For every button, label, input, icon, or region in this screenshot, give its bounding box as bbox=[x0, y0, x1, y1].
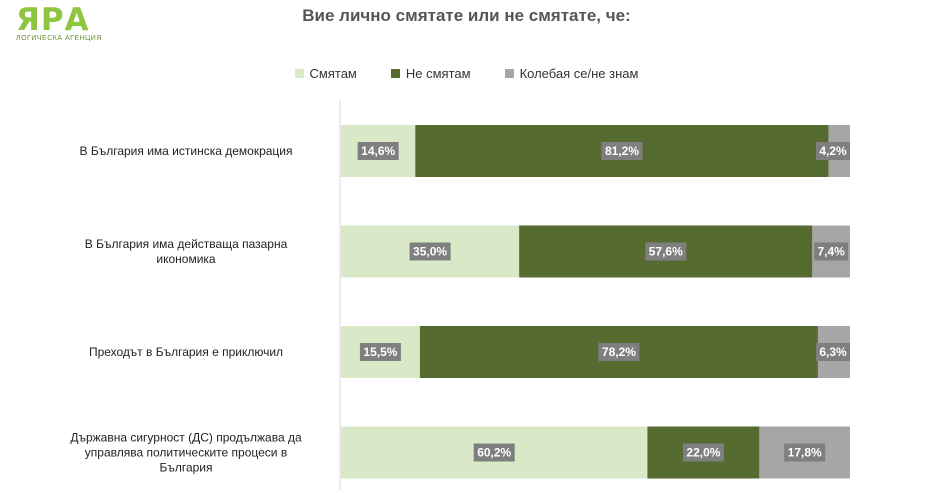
category-label-line: България bbox=[159, 461, 212, 475]
legend-item-disagree: Не смятам bbox=[390, 66, 471, 81]
data-label: 6,3% bbox=[819, 345, 847, 359]
data-label: 81,2% bbox=[605, 144, 639, 158]
data-label: 4,2% bbox=[819, 144, 847, 158]
brand-logo: ЯРА ЛОГИЧЕСКА АГЕНЦИЯ bbox=[16, 4, 102, 42]
category-label: Държавна сигурност (ДС) продължава да упр… bbox=[70, 431, 302, 475]
chart-legend: Смятам Не смятам Колебая се/не знам bbox=[0, 66, 933, 81]
data-label-box bbox=[814, 242, 849, 261]
data-label: 57,6% bbox=[649, 245, 683, 259]
category-label: Преходът в България е приключил bbox=[89, 345, 283, 359]
category-label-line: Преходът в България е приключил bbox=[89, 345, 283, 359]
data-label-box bbox=[682, 443, 724, 462]
data-label: 15,5% bbox=[363, 345, 397, 359]
data-label: 14,6% bbox=[361, 144, 395, 158]
data-label: 60,2% bbox=[477, 446, 511, 460]
data-label-box bbox=[409, 242, 451, 261]
data-label-box bbox=[816, 142, 850, 160]
category-label: В България има действаща пазарна икономик… bbox=[85, 237, 288, 266]
chart-title: Вие лично смятате или не смятате, че: bbox=[302, 6, 631, 25]
category-label: В България има истинска демокрация bbox=[80, 144, 293, 158]
category-label-line: управлява политическите процеси в bbox=[85, 446, 287, 460]
data-label: 78,2% bbox=[602, 345, 636, 359]
data-label-box bbox=[816, 343, 850, 361]
data-label: 17,8% bbox=[788, 446, 822, 460]
logo-subtitle: ЛОГИЧЕСКА АГЕНЦИЯ bbox=[16, 35, 102, 42]
data-label-box bbox=[357, 142, 399, 160]
legend-swatch-unsure bbox=[504, 69, 514, 78]
legend-label-agree: Смятам bbox=[309, 66, 357, 81]
data-label-box bbox=[473, 443, 515, 462]
data-label: 7,4% bbox=[817, 245, 845, 259]
legend-label-disagree: Не смятам bbox=[405, 66, 471, 81]
legend-item-agree: Смятам bbox=[294, 66, 357, 81]
legend-label-unsure: Колебая се/не знам bbox=[519, 66, 639, 81]
legend-swatch-disagree bbox=[390, 69, 400, 78]
category-label-line: В България има действаща пазарна bbox=[85, 237, 288, 251]
data-label: 22,0% bbox=[686, 446, 720, 460]
data-label-box bbox=[598, 343, 640, 361]
category-label-line: икономика bbox=[156, 252, 216, 266]
logo-mark: ЯРА bbox=[16, 2, 90, 38]
category-label-line: Държавна сигурност (ДС) продължава да bbox=[70, 431, 302, 445]
legend-item-unsure: Колебая се/не знам bbox=[504, 66, 639, 81]
data-label: 35,0% bbox=[413, 245, 447, 259]
data-label-box bbox=[359, 343, 401, 361]
data-label-box bbox=[645, 242, 687, 261]
legend-swatch-agree bbox=[294, 69, 304, 78]
data-label-box bbox=[601, 142, 643, 160]
data-label-box bbox=[784, 443, 826, 462]
category-label-line: В България има истинска демокрация bbox=[80, 144, 293, 158]
